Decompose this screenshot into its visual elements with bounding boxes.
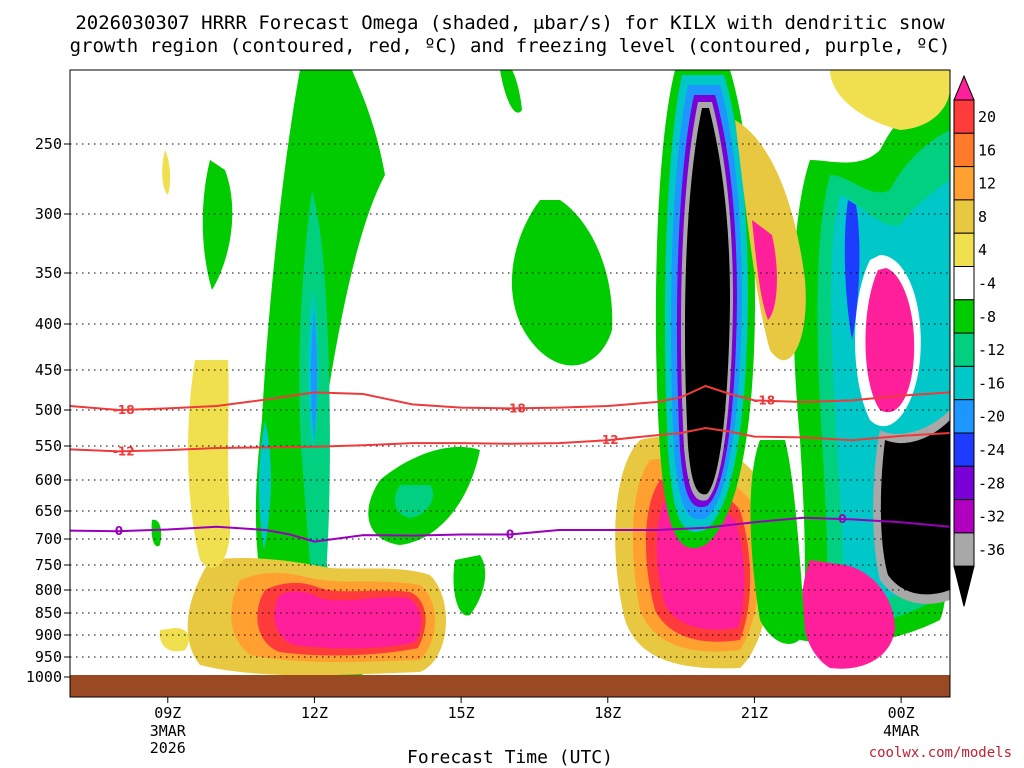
y-tick-label-450: 450 — [35, 361, 62, 379]
omega-region-evening-c — [844, 200, 860, 340]
contour-lines: -18 -18 -18 -12 -12 0 0 0 — [70, 384, 950, 543]
contour-label-dgz_minus18-2: -18 — [753, 394, 775, 408]
x-tick-sublabel-4MAR: 4MAR — [883, 722, 920, 740]
contour-freezing_level_0C — [70, 516, 950, 543]
omega-region-descent-12z-max — [274, 591, 421, 649]
x-tick-label-12Z: 12Z — [301, 704, 328, 722]
colorbar-label-4: 4 — [978, 241, 987, 259]
colorbar-label-7: -12 — [978, 341, 1005, 359]
y-tick-label-900: 900 — [35, 626, 62, 644]
chart-title-line2: growth region (contoured, red, ºC) and f… — [70, 35, 951, 57]
chart-title-line1: 2026030307 HRRR Forecast Omega (shaded, … — [75, 12, 945, 34]
colorbar-swatch-5 — [953, 232, 975, 267]
colorbar-swatch-1 — [953, 99, 975, 134]
omega-region-blob-d-inner — [394, 485, 434, 518]
contour-dgz_minus18 — [70, 384, 950, 412]
omega-region-blob-f — [151, 519, 162, 547]
y-tick-label-950: 950 — [35, 648, 62, 666]
omega-shading — [151, 70, 950, 681]
y-tick-label-250: 250 — [35, 135, 62, 153]
colorbar-label-9: -20 — [978, 408, 1005, 426]
contour-label-dgz_minus12-0: -12 — [113, 444, 135, 458]
colorbar-swatch-6 — [953, 266, 975, 301]
colorbar-swatch-3 — [953, 166, 975, 201]
x-tick-sublabel-2026: 2026 — [150, 739, 186, 757]
omega-region-descent-09z — [188, 360, 231, 568]
colorbar-top-arrow — [953, 74, 975, 101]
y-tick-label-550: 550 — [35, 437, 62, 455]
colorbar-swatch-2 — [953, 132, 975, 168]
omega-region-descent-small — [159, 628, 189, 652]
contour-label-dgz_minus18-1: -18 — [504, 401, 526, 415]
colorbar-label-13: -36 — [978, 541, 1005, 559]
y-tick-label-600: 600 — [35, 471, 62, 489]
colorbar-swatch-9 — [953, 365, 975, 401]
colorbar-label-5: -4 — [978, 275, 996, 293]
colorbar-swatch-14 — [953, 532, 975, 567]
contour-label-freezing_level_0C-1: 0 — [506, 528, 514, 542]
omega-region-descent-21z-max — [752, 220, 777, 320]
plot-area: -18 -18 -18 -12 -12 0 0 0 — [70, 70, 950, 697]
y-tick-label-500: 500 — [35, 401, 62, 419]
omega-region-blob-e — [453, 555, 486, 616]
colorbar-swatch-11 — [953, 432, 975, 467]
colorbar-swatch-10 — [953, 399, 975, 434]
omega-region-core-20z-max — [684, 108, 730, 495]
y-tick-label-850: 850 — [35, 604, 62, 622]
colorbar-label-8: -16 — [978, 374, 1005, 392]
colorbar-label-11: -28 — [978, 474, 1005, 492]
omega-region-ascent-side — [258, 420, 271, 550]
colorbar-label-1: 16 — [978, 141, 996, 159]
ground-fill — [70, 675, 950, 697]
colorbar-swatch-13 — [953, 499, 975, 534]
x-tick-label-21Z: 21Z — [741, 704, 768, 722]
colorbar-label-3: 8 — [978, 208, 987, 226]
x-tick-label-09Z: 09Z — [154, 704, 181, 722]
omega-region-evening-side — [750, 440, 805, 644]
omega-region-evening-max — [880, 420, 950, 595]
plot-border — [69, 69, 951, 698]
contour-label-dgz_minus18-0: -18 — [113, 403, 135, 417]
colorbar-swatch-4 — [953, 199, 975, 234]
y-tick-label-800: 800 — [35, 581, 62, 599]
colorbar-label-12: -32 — [978, 508, 1005, 526]
x-axis-label: Forecast Time (UTC) — [407, 747, 613, 768]
y-tick-label-650: 650 — [35, 502, 62, 520]
y-axis: 250 300 350 400 450 500 550 600 650 700 750 800 850 9… — [26, 135, 70, 686]
y-tick-label-300: 300 — [35, 205, 62, 223]
y-tick-label-400: 400 — [35, 315, 62, 333]
contour-label-dgz_minus12-1: -12 — [597, 433, 619, 447]
omega-region-descent-tiny — [162, 150, 171, 195]
x-tick-label-18Z: 18Z — [594, 704, 621, 722]
colorbar-label-0: 20 — [978, 108, 996, 126]
y-tick-label-750: 750 — [35, 556, 62, 574]
omega-region-evening-descent — [865, 268, 915, 413]
colorbar-label-2: 12 — [978, 175, 996, 193]
omega-region-blob-b — [500, 70, 522, 113]
credit-text: coolwx.com/models — [869, 745, 1012, 761]
contour-dgz_minus12 — [70, 426, 950, 453]
colorbar-bottom-arrow — [953, 565, 975, 607]
x-tick-label-15Z: 15Z — [448, 704, 475, 722]
colorbar-label-10: -24 — [978, 441, 1005, 459]
omega-region-evening-upper-descent — [830, 70, 950, 130]
omega-region-ascent-12z-max — [311, 310, 317, 440]
x-tick-label-00Z: 00Z — [888, 704, 915, 722]
contour-label-freezing_level_0C-2: 0 — [838, 512, 846, 526]
colorbar-swatch-12 — [953, 465, 975, 501]
colorbar-swatch-8 — [953, 332, 975, 367]
y-tick-label-1000: 1000 — [26, 668, 62, 686]
x-tick-sublabel-3MAR: 3MAR — [150, 722, 187, 740]
pressure-gridlines — [70, 143, 950, 678]
colorbar-label-6: -8 — [978, 308, 996, 326]
contour-label-freezing_level_0C-0: 0 — [115, 524, 123, 538]
omega-region-evening-low-descent — [801, 560, 895, 669]
omega-region-blob-a — [202, 160, 233, 290]
y-tick-label-350: 350 — [35, 264, 62, 282]
colorbar-swatch-7 — [953, 299, 975, 334]
y-tick-label-700: 700 — [35, 530, 62, 548]
colorbar: 20 16 12 8 4 -4 -8 -12 -16 -20 -24 -28 -32 -36 — [953, 74, 1005, 607]
